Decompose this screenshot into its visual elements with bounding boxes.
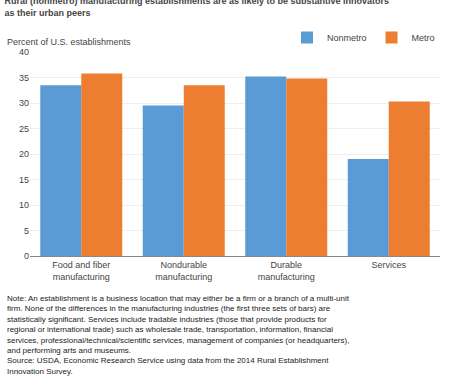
svg-text:35: 35 bbox=[19, 73, 29, 83]
svg-text:40: 40 bbox=[19, 47, 29, 57]
svg-text:Note: An establishment is a bu: Note: An establishment is a business loc… bbox=[7, 294, 350, 376]
svg-text:Rural (nonmetro) manufacturing: Rural (nonmetro) manufacturing establish… bbox=[5, 0, 390, 18]
svg-text:10: 10 bbox=[19, 200, 29, 210]
svg-text:20: 20 bbox=[19, 149, 29, 159]
svg-text:Food and fibermanufacturing: Food and fibermanufacturing bbox=[52, 260, 110, 282]
svg-text:Nondurablemanufacturing: Nondurablemanufacturing bbox=[155, 260, 212, 282]
svg-text:Services: Services bbox=[371, 260, 406, 270]
svg-text:Nonmetro: Nonmetro bbox=[327, 33, 367, 43]
svg-text:0: 0 bbox=[24, 251, 29, 261]
svg-text:Percent of U.S. establishments: Percent of U.S. establishments bbox=[7, 37, 131, 47]
svg-text:Durablemanufacturing: Durablemanufacturing bbox=[258, 260, 315, 282]
svg-text:15: 15 bbox=[19, 175, 29, 185]
svg-text:25: 25 bbox=[19, 124, 29, 134]
svg-text:5: 5 bbox=[24, 226, 29, 236]
svg-text:Metro: Metro bbox=[412, 33, 435, 43]
svg-text:30: 30 bbox=[19, 98, 29, 108]
